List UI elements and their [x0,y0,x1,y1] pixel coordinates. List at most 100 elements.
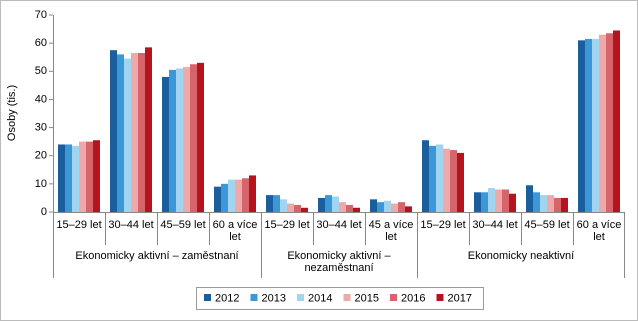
legend-swatch [343,294,351,301]
legend-swatch [250,294,258,301]
x-tick-label: 30–44 let [316,219,362,231]
legend-label: 2014 [308,292,332,304]
bar [436,144,443,212]
y-tick-label: 50 [35,65,47,77]
bar [346,204,353,212]
bar [540,195,547,212]
bar [197,62,204,212]
x-tick-label: 45–59 let [160,219,206,231]
bar [533,192,540,212]
bar [124,58,131,212]
bar [266,195,273,212]
bar [377,202,384,212]
x-tick-label: 15–29 let [420,219,466,231]
group-label: Ekonomicky aktivní – nezaměstnaní [287,250,391,274]
legend-label: 2013 [262,292,286,304]
bar [592,38,599,212]
bar [509,193,516,212]
bar [228,179,235,212]
bar [502,189,509,212]
bar [72,145,79,212]
y-tick-label: 20 [35,150,47,162]
bar [370,199,377,212]
bar [384,200,391,212]
bar [606,33,613,212]
bar [474,192,481,212]
bar [79,141,86,212]
y-axis-title: Osoby (tis.) [6,85,18,141]
y-tick-label: 60 [35,37,47,49]
bar [578,40,585,213]
bar [301,207,308,212]
bar [190,64,197,212]
bar [526,185,533,212]
bar [547,195,554,212]
legend-label: 2017 [448,292,472,304]
bar [176,68,183,212]
bar [554,197,561,212]
y-tick-label: 0 [41,206,47,218]
bar [287,203,294,212]
legend-swatch [436,294,444,301]
legend-box [196,287,484,310]
bar [495,189,502,212]
bar [599,34,606,213]
legend-label: 2015 [355,292,379,304]
bar [318,197,325,212]
bar [242,178,249,212]
legend-swatch [204,294,211,301]
y-tick-label: 10 [35,178,47,190]
bar [398,202,405,212]
bar [294,204,301,212]
bar [280,199,287,212]
legend-label: 2012 [215,292,239,304]
bar [131,52,138,212]
x-tick-label: 60 a více let [576,219,622,243]
bar [422,140,429,212]
bar [86,141,93,212]
y-tick-label: 40 [35,93,47,105]
bar [481,192,488,212]
x-tick-label: 60 a více let [212,219,258,243]
bar [58,144,65,212]
bar [585,38,592,212]
bar [339,202,346,212]
bar [183,67,190,212]
y-tick-label: 30 [35,121,47,133]
bar [450,150,457,212]
x-tick-label: 30–44 let [472,219,518,231]
bar [457,152,464,212]
bar [273,195,280,212]
bar [110,50,117,212]
bar [65,144,72,212]
x-tick-label: 15–29 let [264,219,310,231]
bar [249,175,256,212]
bar [488,188,495,212]
group-label: Ekonomicky neaktivní [467,250,575,262]
bar [353,207,360,212]
x-tick-label: 15–29 let [56,219,102,231]
bar [169,69,176,212]
bar [221,183,228,212]
bar [117,54,124,213]
bar [162,76,169,213]
bar [429,145,436,212]
bar [405,206,412,212]
bar [443,148,450,212]
x-tick-label: 45–59 let [524,219,570,231]
bar [145,47,152,212]
bar [138,52,145,212]
legend-label: 2016 [401,292,425,304]
bar [391,203,398,212]
bar [332,196,339,212]
x-tick-label: 30–44 let [108,219,154,231]
bar [613,30,620,212]
bar [235,179,242,212]
bar [561,197,568,212]
group-label: Ekonomicky aktivní – zaměstnaní [75,250,239,262]
x-tick-label: 45 a více let [368,219,414,243]
y-tick-label: 70 [35,9,47,21]
bar [214,186,221,212]
